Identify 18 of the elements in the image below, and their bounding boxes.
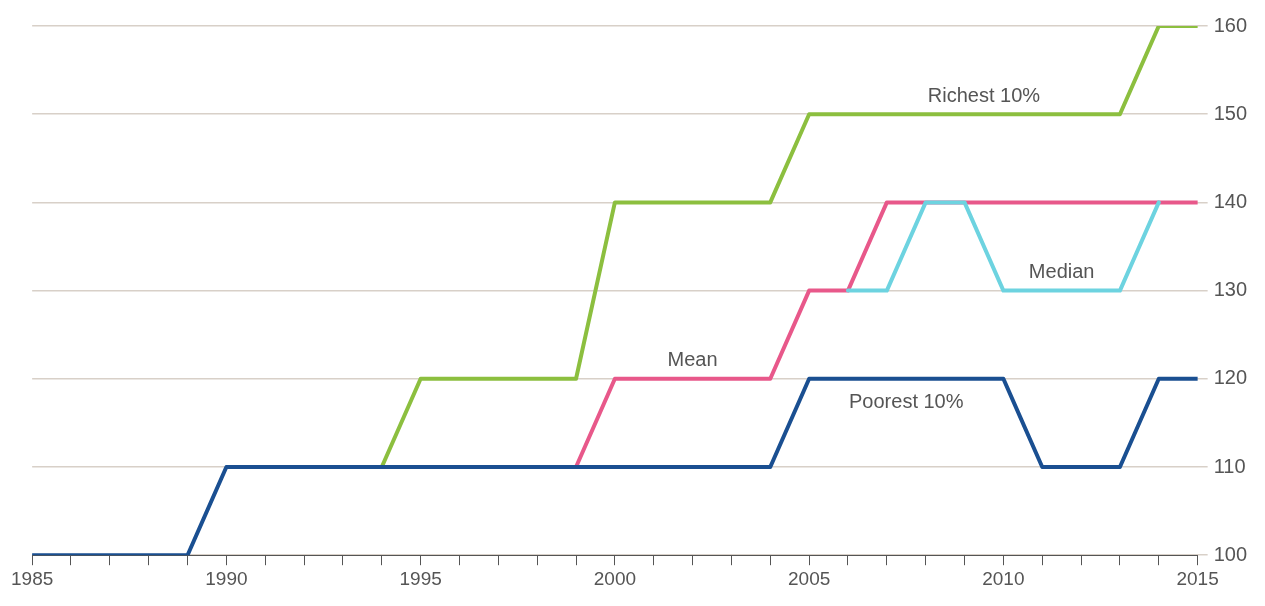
y-tick-label: 100	[1213, 542, 1248, 565]
y-tick-label: 140	[1213, 189, 1248, 212]
y-tick-label: 130	[1213, 278, 1248, 301]
x-tick-label: 2000	[593, 567, 637, 589]
y-tick-label: 120	[1213, 366, 1248, 389]
x-tick-label: 2015	[1176, 567, 1219, 589]
x-tick-label: 1990	[205, 567, 248, 589]
series-label: Mean	[667, 348, 718, 371]
x-tick-label: 2005	[787, 567, 831, 589]
x-tick-label: 1995	[399, 567, 442, 589]
series-label: Median	[1028, 260, 1095, 283]
series-label: Poorest 10%	[849, 390, 964, 413]
x-tick-label: 2010	[982, 567, 1025, 589]
x-tick-label: 1985	[10, 567, 54, 589]
y-tick-label: 150	[1213, 101, 1248, 124]
series-label: Richest 10%	[927, 83, 1041, 106]
y-tick-label: 160	[1213, 13, 1248, 36]
y-tick-label: 110	[1213, 454, 1246, 477]
